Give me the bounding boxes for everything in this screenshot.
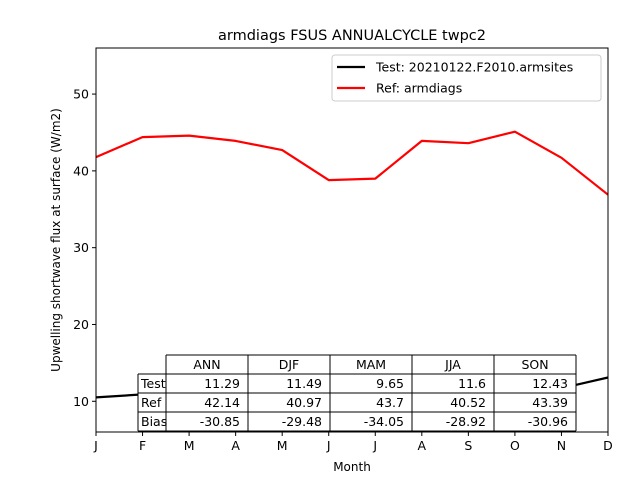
x-tick-label: O (510, 438, 520, 453)
x-tick-label: J (326, 438, 331, 453)
x-tick-label: A (418, 438, 427, 453)
table-col-header: MAM (356, 357, 386, 372)
y-axis-label: Upwelling shortwave flux at surface (W/m… (49, 108, 63, 372)
x-tick-label: S (464, 438, 472, 453)
table-cell: -28.92 (446, 414, 486, 429)
x-tick-label: D (603, 438, 613, 453)
table-row-label: Bias (141, 414, 167, 429)
table-cell: -29.48 (282, 414, 322, 429)
x-tick-label: N (557, 438, 566, 453)
x-axis-label: Month (333, 460, 371, 474)
table-col-header: ANN (193, 357, 220, 372)
table-cell: 40.52 (450, 395, 486, 410)
y-tick-label: 50 (73, 87, 89, 102)
x-tick-label: F (139, 438, 146, 453)
table-cell: 12.43 (532, 376, 568, 391)
table-cell: -34.05 (364, 414, 404, 429)
table-body-bg (138, 374, 576, 431)
x-tick-label: J (93, 438, 98, 453)
y-tick-label: 20 (73, 317, 89, 332)
legend-box (331, 54, 602, 102)
series-line-1 (95, 130, 609, 196)
x-tick-label: J (372, 438, 377, 453)
table-cell: 11.29 (204, 376, 240, 391)
table-cell: -30.85 (200, 414, 240, 429)
chart-title: armdiags FSUS ANNUALCYCLE twpc2 (218, 28, 486, 44)
table-col-header: SON (521, 357, 548, 372)
table-col-header: DJF (279, 357, 300, 372)
y-tick-label: 40 (73, 163, 89, 178)
x-tick-label: M (184, 438, 195, 453)
table-col-header: JJA (444, 357, 461, 372)
table-cell: 43.7 (376, 395, 404, 410)
legend-label: Test: 20210122.F2010.armsites (375, 60, 573, 75)
y-tick-label: 10 (73, 394, 89, 409)
table-cell: 43.39 (532, 395, 568, 410)
x-tick-label: M (277, 438, 288, 453)
x-tick-label: A (231, 438, 240, 453)
legend-label: Ref: armdiags (376, 81, 462, 96)
table-cell: 42.14 (204, 395, 240, 410)
table-cell: -30.96 (528, 414, 568, 429)
axes-frame (95, 47, 609, 433)
table-row-label: Ref (141, 395, 162, 410)
table-cell: 11.49 (286, 376, 322, 391)
table-cell: 11.6 (458, 376, 486, 391)
table-cell: 40.97 (286, 395, 322, 410)
table-row-label: Test (140, 376, 166, 391)
table-header-bg (166, 355, 576, 374)
y-tick-label: 30 (73, 240, 89, 255)
table-cell: 9.65 (376, 376, 404, 391)
